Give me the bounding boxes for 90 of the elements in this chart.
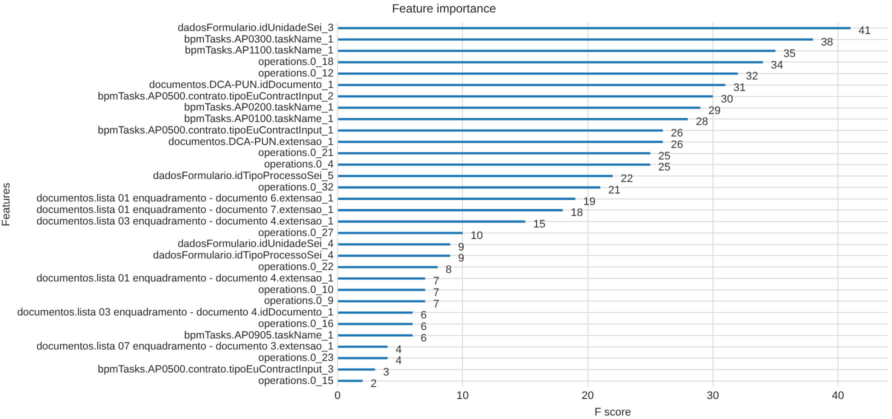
y-tick-label: operations.0_9 — [264, 295, 334, 308]
data-label: 31 — [733, 82, 746, 94]
data-label: 22 — [620, 173, 634, 186]
y-tick-label: operations.0_15 — [258, 374, 334, 387]
data-label: 18 — [570, 207, 583, 220]
y-tick-label: documentos.lista 03 enquadramento - documento 4.idDocumento_1 — [17, 306, 334, 319]
data-label: 6 — [420, 310, 427, 322]
bar — [338, 254, 450, 257]
bar — [338, 50, 776, 52]
data-label: 21 — [608, 184, 621, 196]
y-tick-label: documentos.DCA-PUN.idDocumento_1 — [149, 78, 334, 91]
bar — [338, 95, 713, 98]
bar — [338, 61, 763, 64]
y-tick-label: operations.0_32 — [258, 181, 334, 194]
y-tick-label: bpmTasks.AP0300.taskName_1 — [184, 33, 334, 46]
x-tick-label: 20 — [582, 390, 594, 402]
data-label: 7 — [433, 286, 440, 299]
data-label: 10 — [470, 230, 483, 242]
data-label: 32 — [746, 70, 758, 83]
y-tick-label: documentos.DCA-PUN.extensao_1 — [168, 136, 334, 148]
data-label: 4 — [396, 355, 402, 368]
data-label: 4 — [396, 344, 402, 356]
x-tick-label: 30 — [706, 390, 719, 402]
bar — [338, 209, 563, 212]
bar — [338, 198, 576, 200]
x-tick-label: 10 — [456, 390, 469, 402]
bar — [338, 311, 413, 314]
y-tick-label: bpmTasks.AP1100.taskName_1 — [184, 44, 334, 57]
x-tick-label: 40 — [832, 390, 844, 402]
y-tick-label: bpmTasks.AP0100.taskName_1 — [184, 113, 334, 126]
y-tick-label: dadosFormulario.idUnidadeSei_4 — [178, 238, 334, 250]
y-tick-label: operations.0_18 — [258, 56, 334, 68]
data-label: 30 — [720, 93, 734, 106]
y-tick-label: operations.0_27 — [258, 226, 334, 239]
y-tick-label: documentos.lista 01 enquadramento - documento 6.extensao_1 — [36, 192, 334, 205]
data-label: 26 — [670, 128, 684, 140]
bar — [338, 346, 388, 348]
y-tick-label: bpmTasks.AP0500.contrato.tipoEuContractInput_1 — [98, 124, 334, 136]
bar — [338, 164, 650, 166]
chart-title: Feature importance — [392, 2, 496, 16]
bar — [338, 357, 388, 360]
y-tick-label: bpmTasks.AP0500.contrato.tipoEuContractInput_2 — [98, 90, 334, 102]
bar — [338, 334, 413, 337]
data-label: 38 — [820, 36, 834, 49]
x-tick-label: 0 — [334, 390, 341, 402]
data-label: 28 — [696, 116, 708, 128]
data-label: 15 — [533, 218, 546, 231]
y-tick-label: bpmTasks.AP0200.taskName_1 — [184, 102, 334, 114]
bar — [338, 243, 450, 246]
y-tick-label: documentos.lista 07 enquadramento - documento 3.extensao_1 — [36, 340, 334, 353]
y-tick-label: operations.0_21 — [258, 147, 334, 160]
data-label: 7 — [433, 298, 440, 310]
y-tick-label: operations.0_23 — [258, 352, 334, 364]
data-label: 19 — [583, 196, 596, 208]
y-tick-label: operations.0_16 — [258, 318, 334, 330]
y-tick-label: dadosFormulario.idUnidadeSei_3 — [178, 22, 334, 34]
data-label: 29 — [708, 104, 721, 117]
y-tick-label: documentos.lista 03 enquadramento - documento 4.extensao_1 — [36, 215, 334, 228]
data-label: 35 — [783, 48, 796, 60]
data-label: 9 — [458, 252, 464, 265]
data-label: 8 — [446, 264, 452, 276]
data-label: 25 — [658, 162, 671, 174]
y-tick-label: documentos.lista 01 enquadramento - documento 4.extensao_1 — [36, 272, 334, 284]
bar — [338, 118, 688, 120]
y-tick-label: operations.0_4 — [264, 158, 334, 171]
data-label: 6 — [420, 332, 427, 344]
bar — [338, 72, 738, 75]
y-tick-label: bpmTasks.AP0905.taskName_1 — [184, 329, 334, 342]
data-label: 7 — [433, 276, 440, 288]
data-label: 3 — [383, 366, 390, 379]
bar — [338, 288, 426, 291]
bar — [338, 300, 426, 302]
data-label: 34 — [770, 59, 784, 72]
bar — [338, 106, 700, 109]
y-tick-label: operations.0_10 — [258, 284, 334, 296]
y-tick-label: operations.0_12 — [258, 68, 334, 80]
bar — [338, 152, 650, 154]
y-tick-label: documentos.lista 01 enquadramento - documento 7.extensao_1 — [36, 204, 334, 216]
data-label: 25 — [658, 150, 671, 162]
y-tick-label: dadosFormulario.idTipoProcessoSei_5 — [153, 170, 334, 182]
data-label: 26 — [670, 138, 684, 151]
data-label: 6 — [420, 321, 427, 334]
data-label: 41 — [858, 25, 871, 38]
y-tick-label: bpmTasks.AP0500.contrato.tipoEuContractInput_3 — [98, 363, 334, 376]
x-axis-title: F score — [594, 406, 632, 418]
y-axis-title: Features — [0, 182, 13, 226]
data-label: 9 — [458, 241, 464, 254]
y-tick-label: dadosFormulario.idTipoProcessoSei_4 — [153, 250, 334, 262]
data-label: 2 — [370, 378, 377, 390]
y-tick-label: operations.0_22 — [258, 260, 334, 273]
